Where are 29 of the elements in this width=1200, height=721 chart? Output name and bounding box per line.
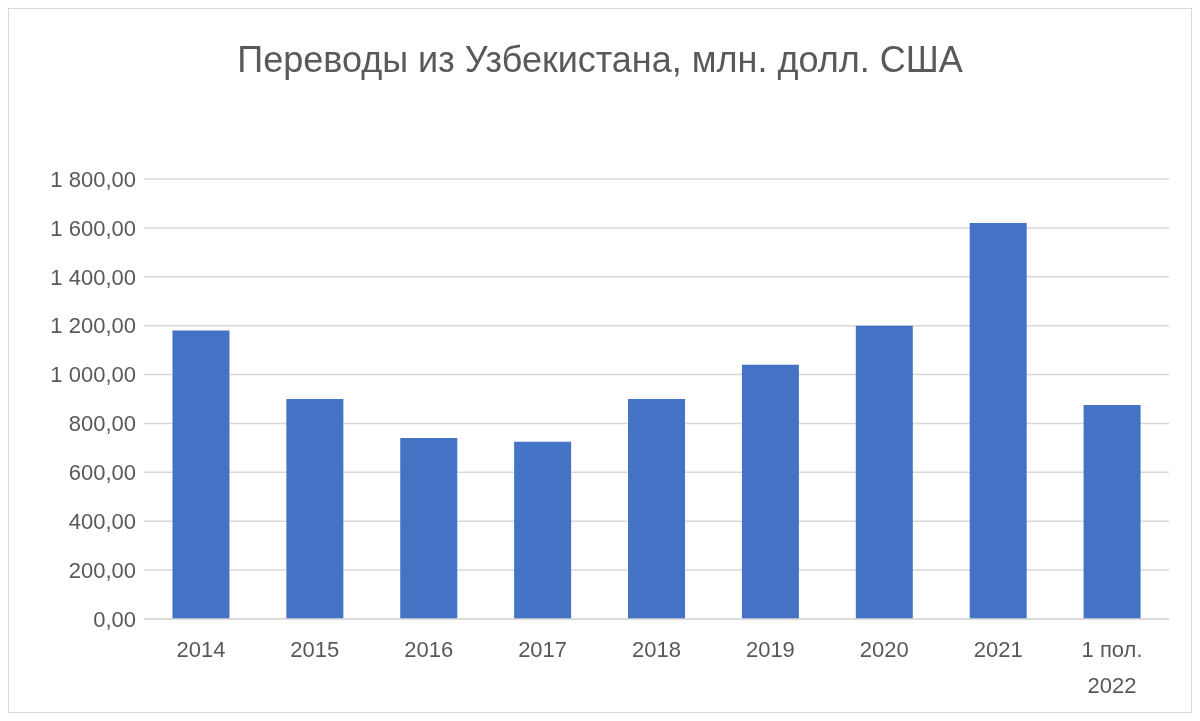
bar: [628, 399, 686, 619]
chart-title: Переводы из Узбекистана, млн. долл. США: [236, 39, 964, 82]
y-tick-label: 1 800,00: [50, 166, 136, 192]
bar: [400, 438, 458, 619]
y-tick-label: 200,00: [68, 557, 136, 583]
x-tick-label: 2016: [404, 637, 454, 662]
x-tick-label: 2019: [745, 637, 795, 662]
bar: [969, 223, 1027, 619]
y-tick-label: 1 400,00: [50, 264, 136, 290]
bar: [514, 441, 572, 619]
x-tick-label: 2014: [176, 637, 226, 662]
x-tick-label: 2015: [290, 637, 340, 662]
y-tick-label: 1 600,00: [50, 215, 136, 241]
bar: [855, 325, 913, 619]
y-tick-label: 600,00: [68, 460, 136, 486]
y-tick-label: 0,00: [93, 606, 136, 632]
y-tick-label: 1 200,00: [50, 313, 136, 339]
x-tick-label: 2018: [632, 637, 681, 662]
x-tick-label: 2017: [518, 637, 568, 662]
bar: [741, 364, 799, 619]
x-tick-label: 1 пол. 2022: [1081, 637, 1143, 698]
y-tick-label: 800,00: [68, 411, 136, 437]
bar: [172, 330, 230, 619]
x-tick-label: 2021: [973, 637, 1023, 662]
bar: [1083, 405, 1141, 619]
y-tick-label: 1 000,00: [50, 362, 136, 388]
x-tick-label: 2020: [859, 637, 909, 662]
bar: [286, 399, 344, 619]
y-tick-label: 400,00: [68, 509, 136, 535]
